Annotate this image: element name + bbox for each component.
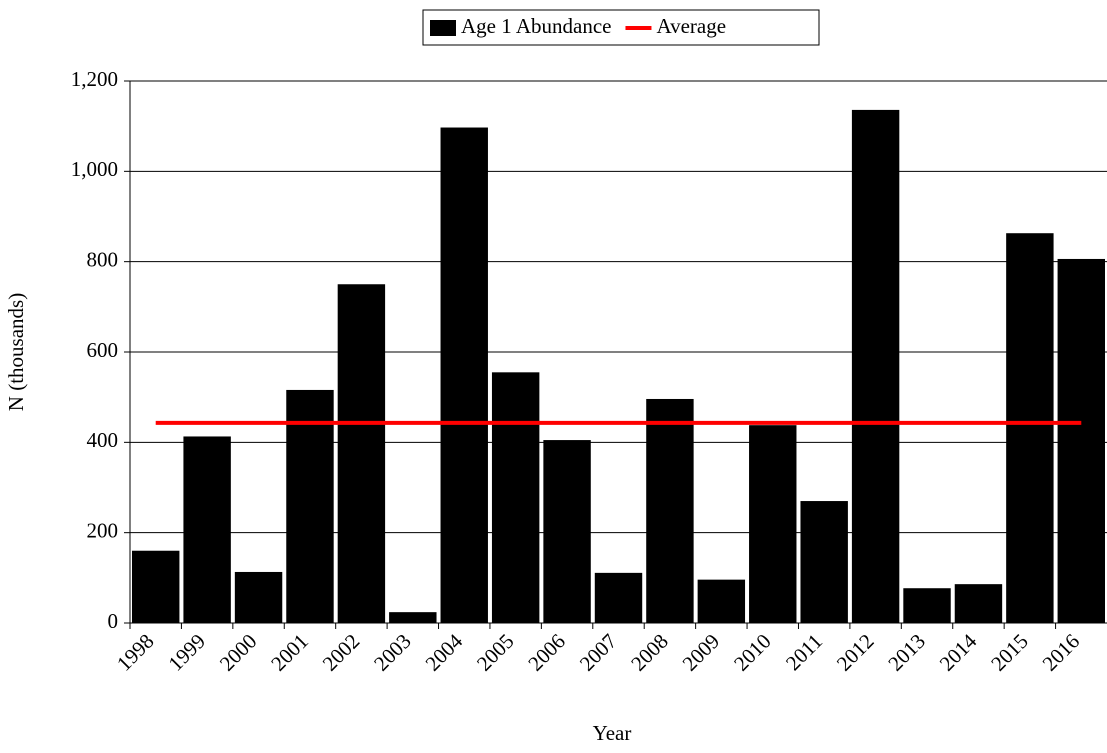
x-tick-label: 2007: [575, 629, 622, 676]
x-axis-label: Year: [593, 721, 632, 745]
x-tick-label: 2014: [935, 629, 982, 676]
x-tick-label: 1998: [112, 629, 159, 676]
bar: [1006, 233, 1054, 623]
bar: [594, 572, 643, 623]
x-tick-label: 2006: [523, 629, 570, 676]
bar: [440, 127, 488, 623]
y-tick-label: 600: [87, 338, 119, 362]
y-tick-label: 1,000: [71, 157, 118, 181]
y-tick-label: 0: [108, 609, 119, 633]
bar: [491, 372, 540, 623]
bar: [697, 579, 746, 623]
bar: [286, 389, 334, 623]
x-tick-label: 2009: [678, 629, 725, 676]
bar: [800, 501, 848, 623]
bar: [132, 550, 180, 623]
x-tick-label: 2003: [369, 629, 416, 676]
bar: [749, 425, 797, 623]
bar: [851, 109, 900, 623]
y-tick-label: 1,200: [71, 67, 118, 91]
x-tick-label: 2011: [781, 629, 827, 675]
bar: [1057, 258, 1105, 623]
bar: [903, 588, 951, 623]
x-tick-label: 2012: [832, 629, 879, 676]
y-tick-label: 200: [87, 518, 119, 542]
bar: [337, 284, 386, 623]
legend-label: Age 1 Abundance: [461, 14, 611, 38]
x-tick-label: 2016: [1038, 629, 1085, 676]
x-tick-label: 2013: [883, 629, 930, 676]
y-tick-label: 400: [87, 428, 119, 452]
x-tick-label: 1999: [163, 629, 210, 676]
legend-swatch: [430, 20, 456, 36]
bar: [389, 612, 437, 623]
bar: [646, 398, 694, 623]
bar: [954, 584, 1003, 623]
bar: [543, 440, 591, 623]
bar: [234, 571, 283, 623]
x-tick-label: 2001: [266, 629, 313, 676]
x-tick-label: 2000: [215, 629, 262, 676]
y-axis-label: N (thousands): [4, 293, 28, 411]
x-tick-label: 2010: [729, 629, 776, 676]
bar: [183, 436, 231, 623]
x-tick-label: 2015: [986, 629, 1033, 676]
x-tick-label: 2002: [318, 629, 365, 676]
legend-label: Average: [656, 14, 726, 38]
x-tick-label: 2005: [472, 629, 519, 676]
y-tick-label: 800: [87, 247, 119, 271]
x-tick-label: 2008: [626, 629, 673, 676]
x-tick-label: 2004: [421, 629, 468, 676]
legend-box: [422, 9, 820, 46]
